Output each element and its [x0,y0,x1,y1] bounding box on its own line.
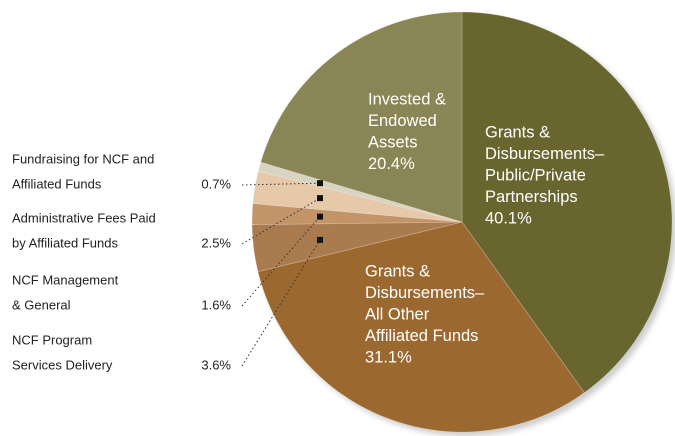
slice-label: Disbursements– [485,145,605,163]
slice-value-label: 20.4% [368,155,415,173]
legend-label: Administrative Fees Paid [12,210,156,225]
legend-value-label: 1.6% [201,297,231,312]
pie-slice [252,170,463,223]
pie-slice [257,221,585,433]
legend-label: & General [12,297,71,312]
leader-line [241,197,321,245]
legend-label: NCF Management [12,272,119,287]
slice-label: Public/Private [485,166,586,184]
slice-label: Endowed [368,112,437,130]
legend-value-label: 3.6% [201,357,231,372]
legend-label: by Affiliated Funds [12,235,118,250]
slice-value-label: 40.1% [485,209,532,227]
legend-label: Services Delivery [12,357,113,372]
slice-label: Partnerships [485,188,578,206]
legend-label: Fundraising for NCF and [12,151,154,166]
legend-label: NCF Program [12,332,92,347]
leader-marker [317,195,323,202]
leader-line [241,182,321,186]
pie-slice [251,221,463,273]
pie-slice [461,11,673,394]
slice-label: All Other [365,305,430,323]
leader-marker [317,236,323,243]
pie-slice [257,161,463,223]
pie-slice [260,11,463,223]
leader-marker [317,213,323,220]
slice-value-label: 31.1% [365,348,412,366]
slice-label: Disbursements– [365,284,485,302]
legend-value-label: 2.5% [201,235,231,250]
leader-line [241,239,321,367]
slice-label: Assets [368,133,418,151]
pie [251,11,673,433]
legend-label: Affiliated Funds [12,176,102,191]
slice-label: Grants & [365,262,430,280]
slice-label: Grants & [485,123,550,141]
slice-label: Affiliated Funds [365,327,478,345]
slice-label: Invested & [368,90,446,108]
leader-marker [317,180,323,187]
legend-value-label: 0.7% [201,176,231,191]
labels: Grants & Disbursements– Public/Private Part… [12,90,605,372]
pie-slice [251,203,463,226]
